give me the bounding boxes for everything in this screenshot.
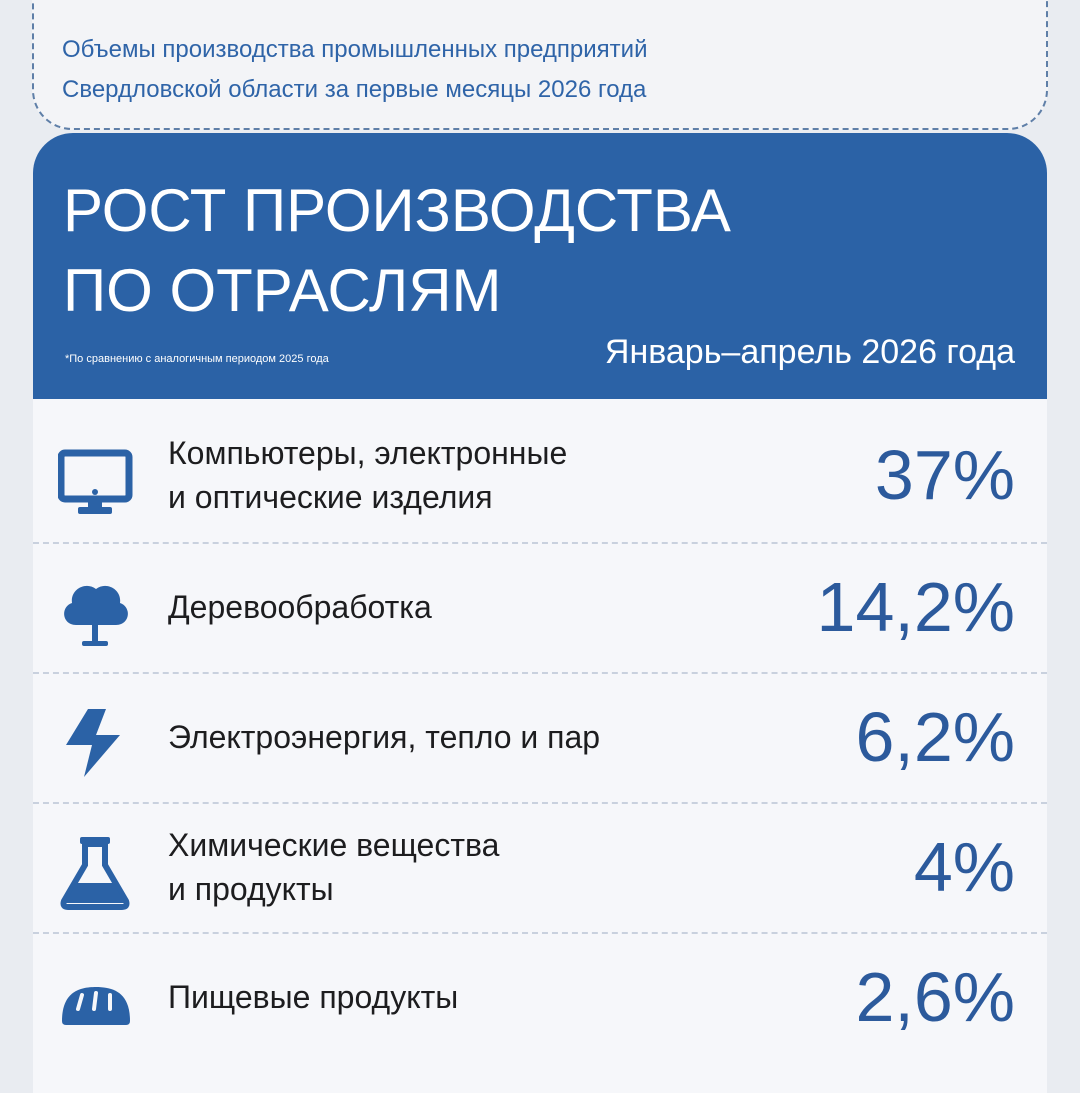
caption-box xyxy=(32,0,1048,130)
item-label: Электроэнергия, тепло и пар xyxy=(168,715,600,759)
item: Компьютеры, электронные и оптические изде… xyxy=(33,410,1047,540)
separator xyxy=(33,672,1047,674)
footnote: *По сравнению с аналогичным периодом 202… xyxy=(65,353,329,365)
separator xyxy=(33,802,1047,804)
period: Январь–апрель 2026 года xyxy=(604,333,1015,371)
title-line: РОСТ ПРОИЗВОДСТВА xyxy=(63,177,731,244)
item: Электроэнергия, тепло и пар 6,2% xyxy=(33,672,1047,802)
icon-bread xyxy=(62,987,130,1025)
label-line: Электроэнергия, тепло и пар xyxy=(168,719,601,755)
title: РОСТ ПРОИЗВОДСТВА ПО ОТРАСЛЯМ xyxy=(63,171,731,331)
item-value: 2,6% xyxy=(855,958,1015,1036)
card-header: РОСТ ПРОИЗВОДСТВА ПО ОТРАСЛЯМ *По сравне… xyxy=(33,133,1047,399)
item-value: 37% xyxy=(874,436,1015,514)
icon-tree xyxy=(64,585,128,646)
item-label: Химические вещества и продукты xyxy=(168,823,499,911)
separator xyxy=(33,932,1047,934)
label-line: Компьютеры, электронные xyxy=(168,435,568,471)
label-line: Пищевые продукты xyxy=(168,979,459,1015)
icon-computer xyxy=(58,449,133,514)
title-line: ПО ОТРАСЛЯМ xyxy=(63,257,502,324)
item-label: Деревообработка xyxy=(168,585,432,629)
label-line: и продукты xyxy=(168,871,334,907)
icon-flask xyxy=(60,837,130,910)
item-value: 14,2% xyxy=(816,568,1015,646)
caption: Объемы производства промышленных предпри… xyxy=(62,30,647,110)
item: Пищевые продукты 2,6% xyxy=(33,932,1047,1062)
item: Деревообработка 14,2% xyxy=(33,542,1047,672)
caption-line: Объемы производства промышленных предпри… xyxy=(62,36,648,63)
separator xyxy=(33,542,1047,544)
card: РОСТ ПРОИЗВОДСТВА ПО ОТРАСЛЯМ *По сравне… xyxy=(33,133,1047,1093)
item-label: Пищевые продукты xyxy=(168,975,458,1019)
label-line: и оптические изделия xyxy=(168,479,493,515)
label-line: Химические вещества xyxy=(168,827,500,863)
item: Химические вещества и продукты 4% xyxy=(33,802,1047,932)
item-value: 4% xyxy=(913,828,1015,906)
icon-lightning xyxy=(66,709,120,777)
label-line: Деревообработка xyxy=(168,589,432,625)
caption-line: Свердловской области за первые месяцы 20… xyxy=(62,76,647,103)
item-label: Компьютеры, электронные и оптические изде… xyxy=(168,431,567,519)
item-value: 6,2% xyxy=(855,698,1015,776)
